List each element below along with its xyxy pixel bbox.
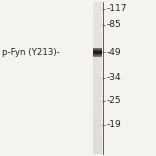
Text: -117: -117 xyxy=(106,4,127,13)
Text: -19: -19 xyxy=(106,120,121,129)
Text: p-Fyn (Y213)-: p-Fyn (Y213)- xyxy=(2,48,59,57)
Text: -25: -25 xyxy=(106,96,121,105)
Text: -85: -85 xyxy=(106,20,121,29)
Text: -34: -34 xyxy=(106,73,121,83)
Text: -49: -49 xyxy=(106,48,121,57)
